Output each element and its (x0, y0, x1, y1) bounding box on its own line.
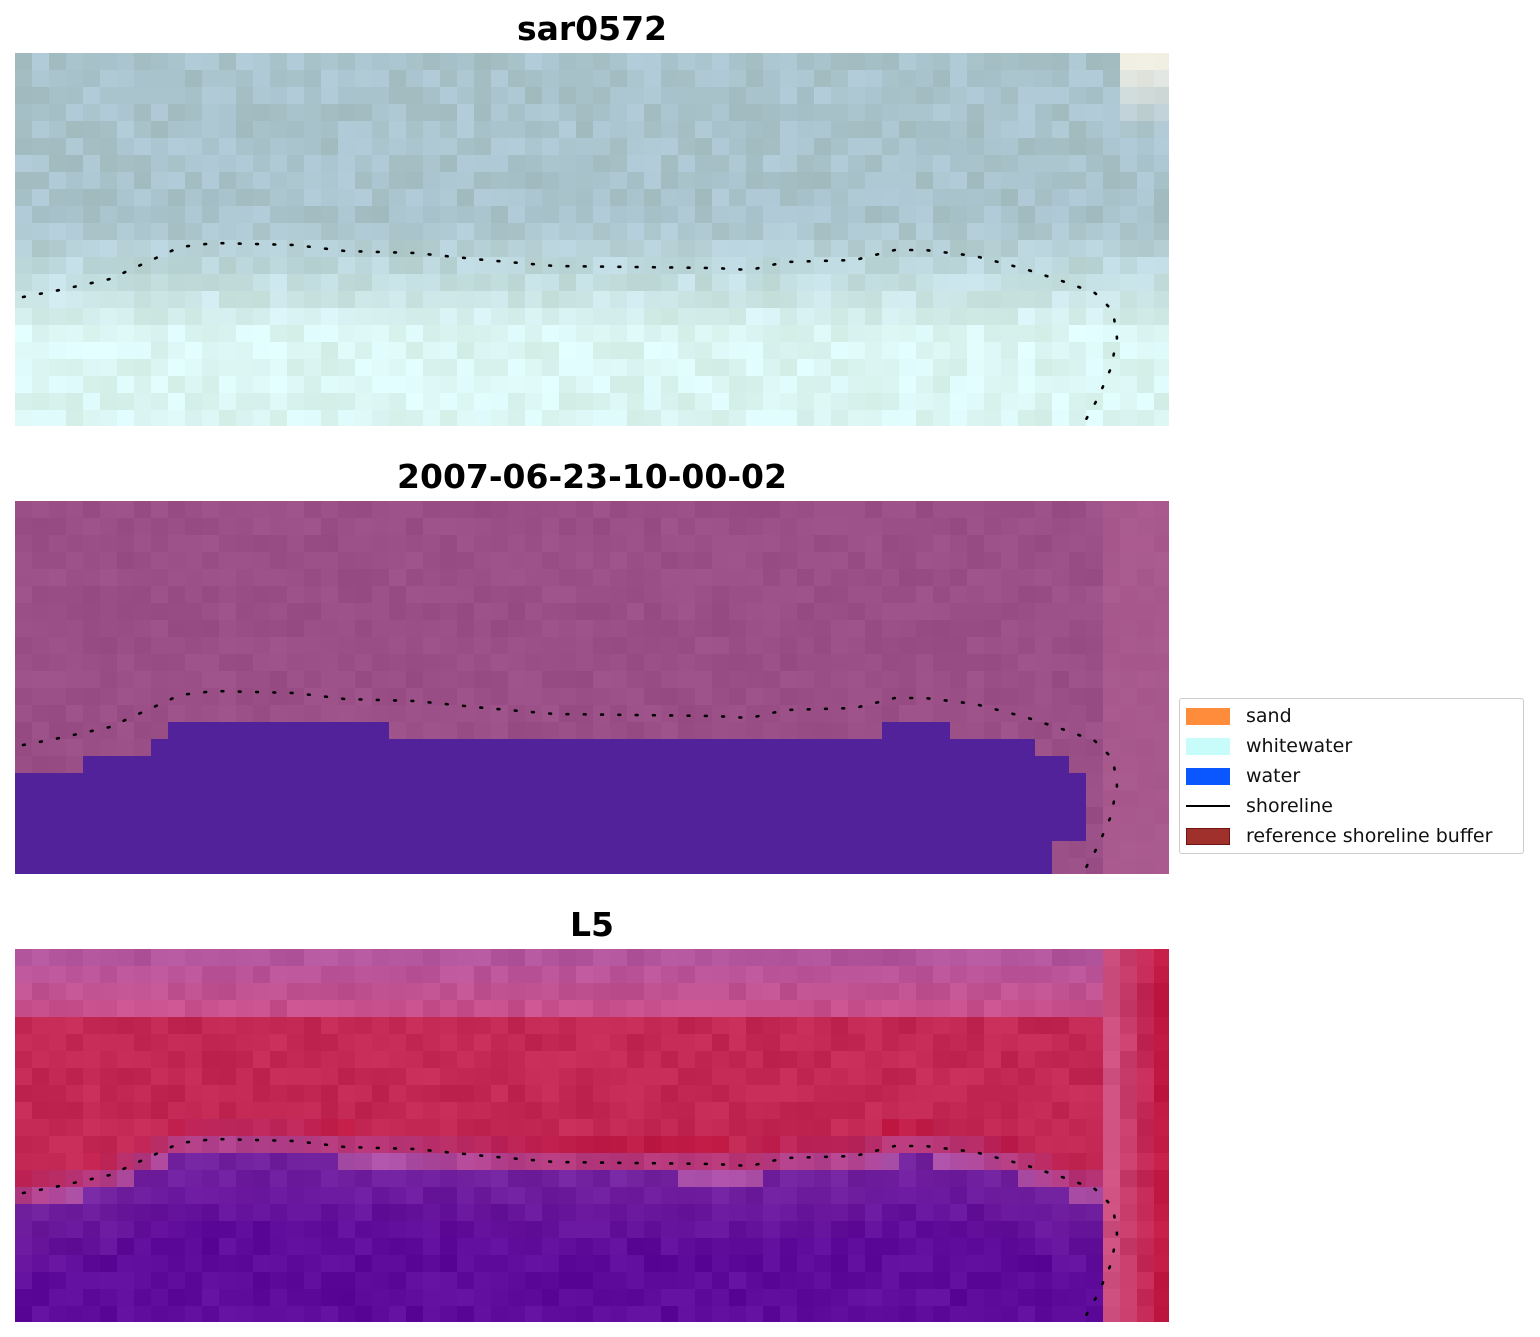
legend-item-reference-buffer: reference shoreline buffer (1186, 825, 1492, 847)
classified-image-canvas (15, 501, 1169, 874)
legend-label-shoreline: shoreline (1246, 795, 1333, 817)
sand-swatch (1186, 707, 1230, 725)
rgb-image-canvas (15, 53, 1169, 426)
index-image-panel (15, 949, 1169, 1322)
legend-label-whitewater: whitewater (1246, 735, 1353, 757)
legend-item-whitewater: whitewater (1186, 735, 1352, 757)
water-swatch (1186, 767, 1230, 785)
whitewater-swatch (1186, 737, 1230, 755)
legend-item-water: water (1186, 765, 1300, 787)
shoreline-dotted-line (21, 241, 1119, 426)
legend-item-sand: sand (1186, 705, 1292, 727)
shoreline-dotted-line (21, 1137, 1119, 1322)
shoreline-line-swatch (1186, 805, 1230, 807)
panel-title-index: L5 (570, 905, 614, 944)
rgb-image-panel (15, 53, 1169, 426)
panel-title-rgb: sar0572 (516, 9, 668, 48)
legend-item-shoreline: shoreline (1186, 795, 1333, 817)
legend: sand whitewater water shoreline referenc… (1179, 698, 1524, 854)
legend-label-sand: sand (1246, 705, 1292, 727)
index-image-canvas (15, 949, 1169, 1322)
legend-label-reference-buffer: reference shoreline buffer (1246, 825, 1493, 847)
reference-buffer-swatch (1186, 827, 1230, 845)
shoreline-dotted-line (21, 689, 1119, 874)
classified-image-panel (15, 501, 1169, 874)
legend-label-water: water (1246, 765, 1301, 787)
panel-title-classified: 2007-06-23-10-00-02 (397, 457, 787, 496)
